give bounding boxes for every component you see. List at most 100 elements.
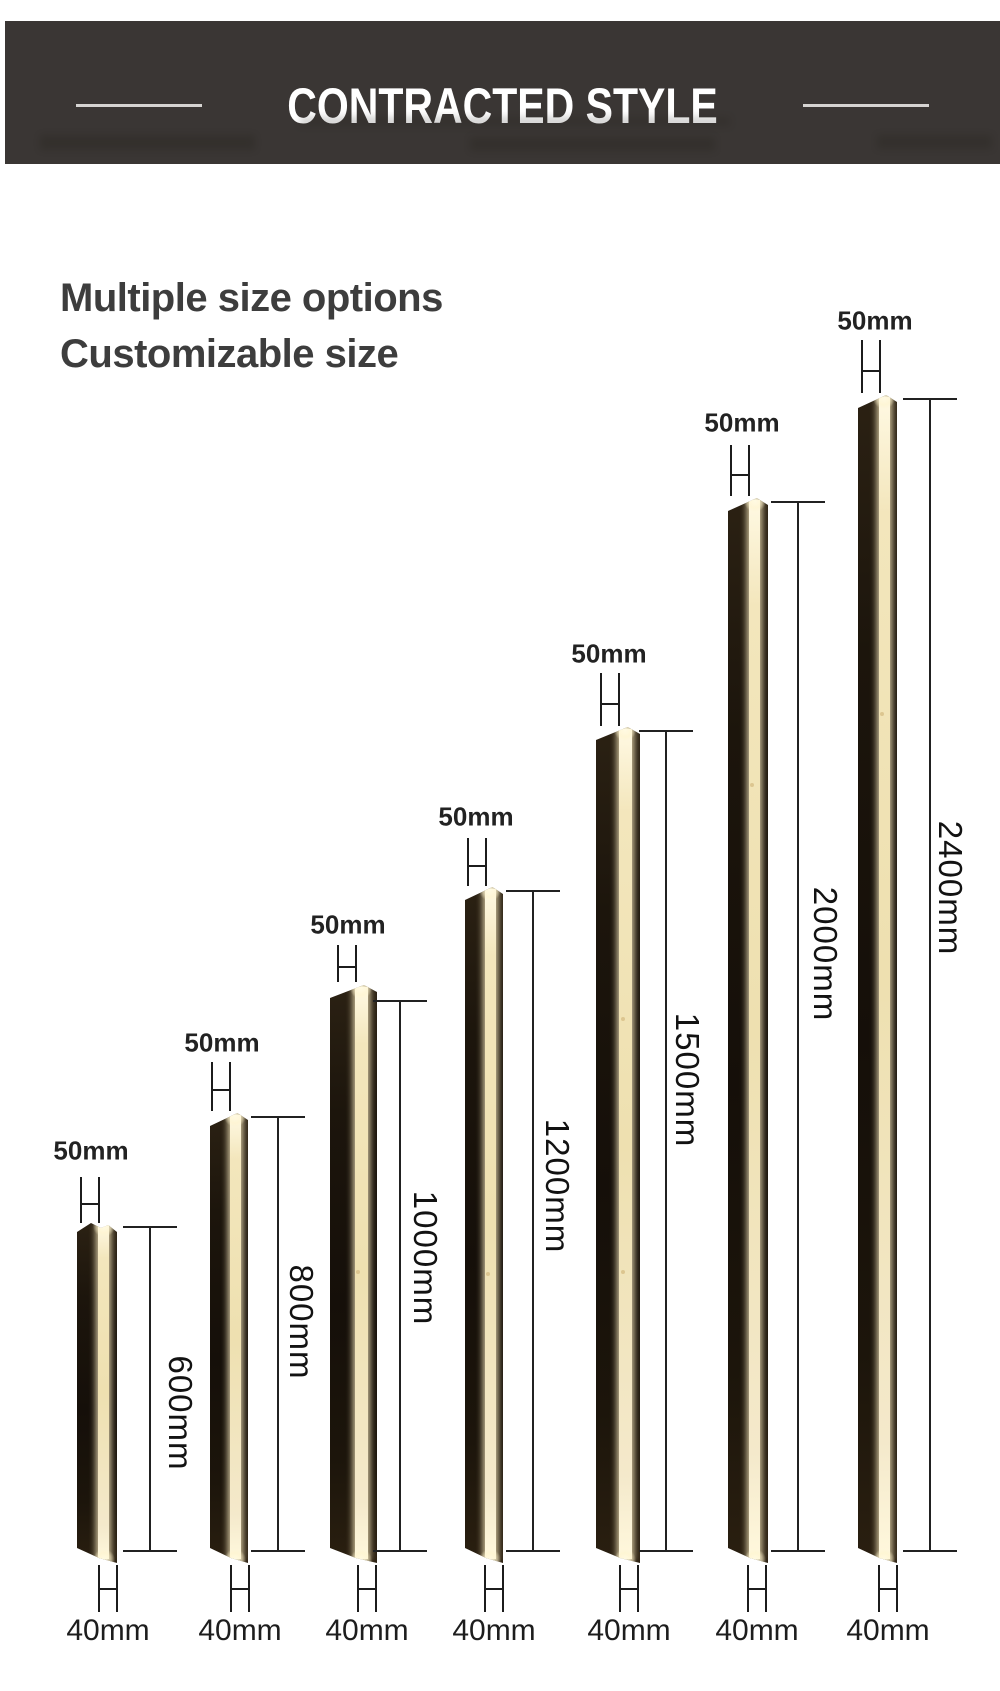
screw-dot (880, 712, 884, 716)
height-dimension-label: 800mm (283, 1264, 320, 1380)
height-dimension-label: 2000mm (807, 886, 844, 1022)
led-light-strip (355, 987, 368, 1559)
watermark-smudge (300, 117, 730, 126)
height-dimension-line (797, 502, 799, 1551)
lamp-body (330, 985, 377, 1563)
height-dimension-line (665, 731, 667, 1551)
indicator-crossbar (469, 864, 485, 867)
height-dimension-label: 1200mm (539, 1118, 576, 1254)
base-width-label: 40mm (198, 1614, 282, 1647)
height-dimension-label: 1000mm (407, 1190, 444, 1326)
dimension-tick-top (771, 501, 825, 503)
lamp-body (858, 395, 897, 1563)
led-light-strip (749, 500, 760, 1559)
base-width-label: 40mm (715, 1614, 799, 1647)
dimension-tick-top (903, 398, 957, 400)
intro-headings: Multiple size options Customizable size (60, 270, 443, 382)
watermark-smudge (877, 135, 992, 149)
lamp-body (465, 887, 503, 1563)
top-width-label: 50mm (571, 638, 647, 669)
height-dimension-line (149, 1227, 151, 1551)
top-width-label: 50mm (184, 1027, 260, 1058)
indicator-crossbar (232, 1587, 248, 1590)
indicator-crossbar (213, 1089, 229, 1092)
screw-dot (486, 1272, 490, 1276)
dimension-tick-top (506, 890, 560, 892)
base-width-indicator (878, 1565, 898, 1612)
header-banner: CONTRACTED STYLE (5, 21, 1000, 164)
top-width-label: 50mm (53, 1135, 129, 1166)
top-width-label: 50mm (310, 909, 386, 940)
dimension-tick-bottom (639, 1550, 693, 1552)
base-width-indicator (357, 1565, 377, 1612)
indicator-crossbar (863, 369, 879, 372)
top-width-indicator (337, 945, 357, 982)
indicator-crossbar (621, 1587, 637, 1590)
indicator-crossbar (100, 1587, 116, 1590)
base-width-label: 40mm (452, 1614, 536, 1647)
dimension-tick-top (639, 730, 693, 732)
height-dimension-line (532, 891, 534, 1551)
screw-dot (621, 1270, 625, 1274)
indicator-crossbar (339, 965, 355, 968)
banner-title: CONTRACTED STYLE (287, 77, 718, 134)
base-width-label: 40mm (325, 1614, 409, 1647)
screw-dot (750, 783, 754, 787)
dimension-tick-bottom (123, 1550, 177, 1552)
base-width-label: 40mm (846, 1614, 930, 1647)
led-light-strip (230, 1115, 241, 1559)
dimension-tick-bottom (771, 1550, 825, 1552)
dimension-tick-bottom (506, 1550, 560, 1552)
led-light-strip (619, 729, 631, 1559)
dimension-tick-top (123, 1226, 177, 1228)
top-width-indicator (80, 1177, 100, 1223)
top-width-indicator (600, 673, 620, 726)
indicator-crossbar (602, 702, 618, 705)
dimension-tick-bottom (373, 1550, 427, 1552)
dimension-tick-top (373, 1000, 427, 1002)
indicator-crossbar (82, 1202, 98, 1205)
top-width-label: 50mm (837, 305, 913, 336)
base-width-label: 40mm (587, 1614, 671, 1647)
intro-line-2: Customizable size (60, 332, 399, 376)
dimension-tick-top (251, 1116, 305, 1118)
base-width-label: 40mm (66, 1614, 150, 1647)
indicator-crossbar (749, 1587, 765, 1590)
height-dimension-label: 600mm (162, 1355, 199, 1471)
indicator-crossbar (486, 1587, 502, 1590)
decorative-line-right (803, 104, 929, 107)
indicator-crossbar (732, 473, 748, 476)
base-width-indicator (619, 1565, 639, 1612)
indicator-crossbar (880, 1587, 896, 1590)
lamp-body (596, 727, 640, 1563)
banner-content: CONTRACTED STYLE (76, 77, 929, 135)
base-width-indicator (747, 1565, 767, 1612)
height-dimension-line (277, 1117, 279, 1551)
top-width-label: 50mm (438, 801, 514, 832)
height-dimension-line (929, 399, 931, 1551)
top-width-indicator (861, 340, 881, 393)
screw-dot (621, 1017, 625, 1021)
intro-line-1: Multiple size options (60, 276, 443, 320)
led-light-strip (485, 889, 496, 1559)
lamp-body (210, 1113, 248, 1563)
dimension-tick-bottom (903, 1550, 957, 1552)
decorative-line-left (76, 104, 202, 107)
watermark-smudge (40, 135, 255, 150)
lamp-body (77, 1223, 117, 1563)
indicator-crossbar (359, 1587, 375, 1590)
screw-dot (356, 1270, 360, 1274)
height-dimension-label: 2400mm (932, 820, 969, 956)
top-width-label: 50mm (704, 407, 780, 438)
base-width-indicator (484, 1565, 504, 1612)
base-width-indicator (230, 1565, 250, 1612)
base-width-indicator (98, 1565, 118, 1612)
lamp-body (728, 498, 768, 1563)
top-width-indicator (467, 838, 487, 886)
height-dimension-label: 1500mm (669, 1012, 706, 1148)
top-width-indicator (211, 1062, 231, 1111)
top-width-indicator (730, 445, 750, 496)
height-dimension-line (399, 1001, 401, 1551)
